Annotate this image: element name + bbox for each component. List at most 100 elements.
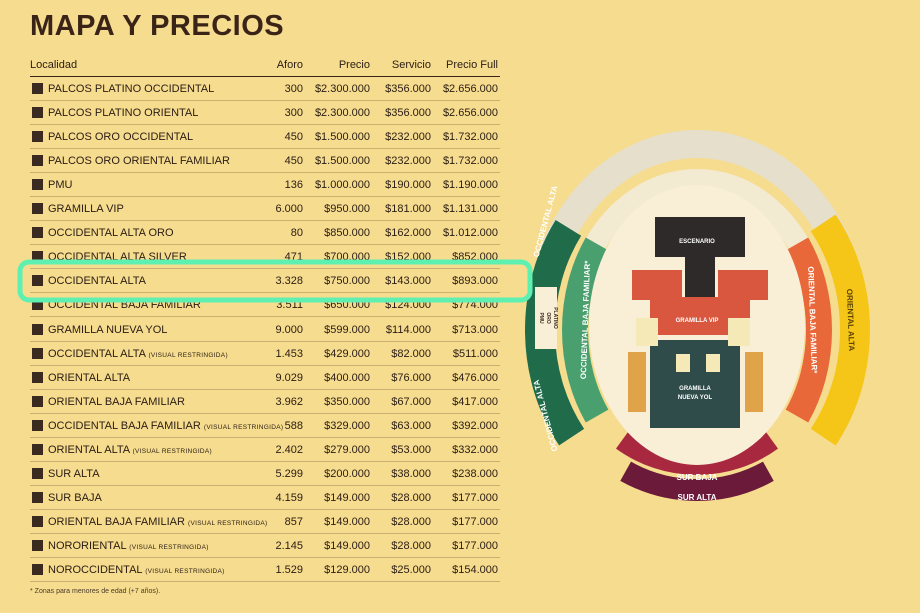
price-cell: $329.000 [324, 419, 370, 432]
price-cell: $713.000 [452, 323, 498, 336]
price-cell: $25.000 [391, 564, 431, 576]
zone-note: (VISUAL RESTRINGIDA) [132, 447, 213, 455]
price-cell: $599.000 [324, 323, 370, 336]
row-rule [30, 244, 500, 246]
zone-name: OCCIDENTAL ALTA SILVER [48, 251, 187, 264]
row-rule [30, 484, 500, 486]
map-label: ESCENARIO [679, 239, 715, 245]
price-cell: $76.000 [391, 371, 431, 384]
price-cell: $1.732.000 [442, 155, 498, 168]
zone-swatch [32, 323, 43, 335]
price-cell: 1.453 [275, 347, 303, 360]
zone-swatch [32, 443, 43, 455]
price-cell: $1.500.000 [314, 131, 370, 144]
price-cell: $232.000 [385, 155, 431, 168]
zone-name: SUR BAJA [48, 491, 102, 504]
kids-zone [676, 354, 690, 372]
zone-name: SUR ALTA [48, 467, 100, 480]
map-label: ORIENTAL ALTA [845, 289, 856, 352]
price-cell: $82.000 [391, 347, 431, 360]
map-label: OCCIDENTAL ALTA [532, 379, 560, 453]
price-cell: $400.000 [324, 371, 370, 384]
column-header: Servicio [391, 59, 431, 71]
row-rule [30, 172, 500, 174]
zone-name: ORIENTAL ALTA (VISUAL RESTRINGIDA) [48, 443, 213, 456]
footnote: * Zonas para menores de edad (+7 años). [30, 588, 161, 595]
zone-swatch [32, 107, 43, 119]
price-cell: 136 [284, 179, 303, 192]
price-cell: $356.000 [385, 107, 431, 120]
price-cell: $53.000 [391, 443, 431, 456]
price-cell: $28.000 [391, 515, 431, 528]
nueva-yol [650, 340, 740, 428]
row-rule [30, 316, 500, 318]
map-label: SUR ALTA [678, 493, 717, 502]
zone-name: ORIENTAL ALTA [48, 371, 131, 384]
vip-center [650, 297, 750, 335]
row-rule [30, 292, 500, 294]
pmu-box [535, 287, 557, 349]
row-rule [30, 196, 500, 198]
header-rule [30, 76, 500, 77]
price-cell: $162.000 [385, 227, 431, 240]
zone-name: OCCIDENTAL ALTA ORO [48, 227, 174, 240]
price-cell: $1.000.000 [314, 179, 370, 192]
zone-swatch [32, 539, 43, 551]
zone-swatch [32, 83, 43, 94]
price-cell: $129.000 [324, 564, 370, 576]
seats [745, 352, 763, 412]
map-label: OCCIDENTAL BAJA FAMILIAR* [579, 260, 592, 380]
price-cell: 9.029 [275, 371, 303, 384]
price-cell: $2.300.000 [314, 83, 370, 95]
zone-swatch [32, 564, 43, 575]
rings [525, 130, 870, 501]
map-label: NUEVA YOL [678, 395, 713, 401]
price-cell: $279.000 [324, 443, 370, 456]
price-cell: $1.732.000 [442, 131, 498, 144]
price-cell: $774.000 [452, 299, 498, 312]
row-rule [30, 581, 500, 582]
map-label: PLATINO [552, 307, 558, 329]
price-cell: 300 [284, 107, 303, 120]
zone-swatch [32, 347, 43, 359]
price-cell: $38.000 [391, 467, 431, 480]
price-cell: 1.529 [275, 564, 303, 576]
column-header: Aforo [276, 59, 303, 71]
price-cell: 450 [284, 155, 303, 168]
row-rule [30, 340, 500, 342]
zone-note: (VISUAL RESTRINGIDA) [188, 519, 268, 527]
price-cell: $417.000 [452, 395, 498, 408]
zone-swatch [32, 275, 43, 287]
row-rule [30, 460, 500, 462]
row-rule [30, 412, 500, 414]
row-rule [30, 508, 500, 510]
ring-section [615, 427, 779, 475]
price-cell: $28.000 [391, 491, 431, 504]
field [589, 185, 805, 465]
price-cell: 857 [284, 515, 303, 528]
price-cell: $511.000 [452, 347, 498, 360]
ring-section [540, 130, 854, 257]
price-cell: $177.000 [452, 491, 498, 504]
title: MAPA Y PRECIOS [30, 10, 285, 42]
price-cell: $356.000 [385, 83, 431, 95]
map-label: PMU [538, 312, 544, 324]
zone-name: OCCIDENTAL ALTA (VISUAL RESTRINGIDA) [48, 347, 228, 360]
row-rule [30, 556, 500, 558]
price-cell: 4.159 [275, 491, 303, 504]
price-cell: $893.000 [452, 275, 498, 288]
seats [628, 352, 646, 412]
zone-swatch [32, 467, 43, 479]
column-header: Precio Full [446, 59, 498, 71]
price-cell: 300 [284, 83, 303, 95]
price-cell: $392.000 [452, 419, 498, 432]
price-cell: $850.000 [324, 227, 370, 240]
price-cell: $350.000 [324, 395, 370, 408]
price-cell: 2.145 [275, 539, 303, 552]
price-cell: $950.000 [324, 203, 370, 216]
zone-name: NOROCCIDENTAL (VISUAL RESTRINGIDA) [48, 564, 225, 576]
kids-zone [706, 354, 720, 372]
zone-swatch [32, 299, 43, 311]
zone-name: GRAMILLA NUEVA YOL [48, 323, 168, 336]
price-cell: $332.000 [452, 443, 498, 456]
